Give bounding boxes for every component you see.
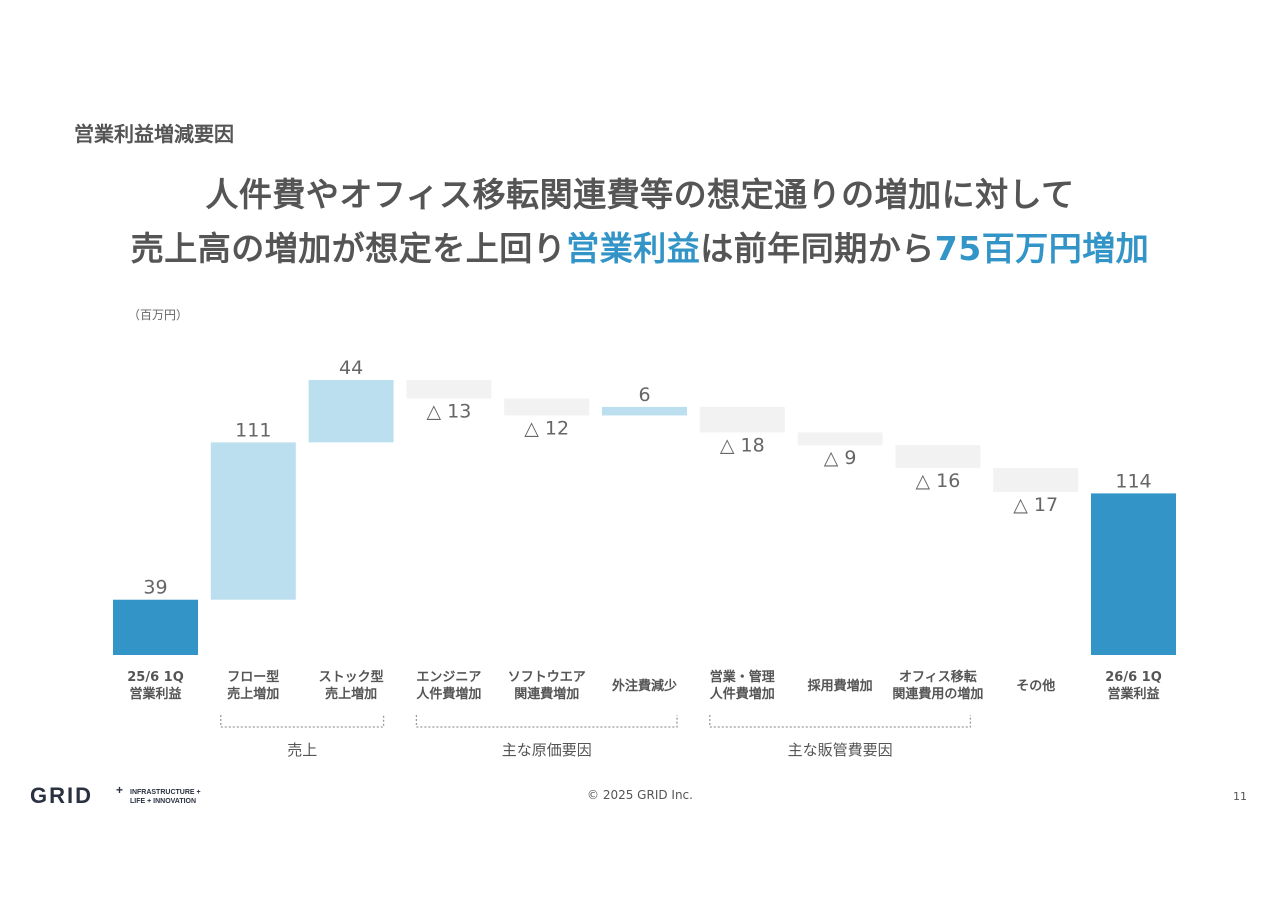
- headline: 人件費やオフィス移転関連費等の想定通りの増加に対して 売上高の増加が想定を上回り…: [0, 168, 1280, 276]
- group-label-1: 売上: [287, 741, 317, 759]
- headline-highlight-operating-profit: 営業利益: [566, 229, 701, 268]
- category-label-6-line-1: 外注費減少: [611, 678, 677, 694]
- headline-line2-part-b: は前年同期から: [700, 229, 935, 268]
- category-label-10-line-1: その他: [1016, 678, 1055, 694]
- category-label-7-line-2: 人件費増加: [710, 686, 775, 702]
- logo-tagline-1: INFRASTRUCTURE +: [130, 789, 201, 796]
- value-label-10: △ 17: [1013, 494, 1058, 516]
- group-bracket-3: [709, 715, 972, 728]
- grid-logo: GRID + INFRASTRUCTURE + LIFE + INNOVATIO…: [30, 783, 201, 807]
- bar-7: [699, 406, 785, 433]
- category-label-11-line-1: 26/6 1Q: [1105, 670, 1162, 685]
- value-label-3: 44: [339, 357, 363, 379]
- bar-9: [895, 445, 981, 468]
- headline-line1: 人件費やオフィス移転関連費等の想定通りの増加に対して: [205, 175, 1075, 214]
- bar-5: [504, 398, 590, 416]
- value-label-9: △ 16: [915, 470, 960, 492]
- value-label-1: 39: [143, 577, 167, 599]
- unit-label: （百万円）: [128, 308, 189, 322]
- value-label-11: 114: [1115, 470, 1151, 492]
- category-label-2-line-1: フロー型: [227, 669, 279, 685]
- section-title: 営業利益増減要因: [74, 122, 234, 146]
- category-label-1-line-1: 25/6 1Q: [127, 670, 184, 685]
- bar-6: [602, 406, 687, 416]
- category-label-3-line-1: ストック型: [319, 669, 384, 685]
- category-label-2-line-2: 売上増加: [227, 686, 279, 702]
- copyright: © 2025 GRID Inc.: [587, 788, 693, 802]
- group-label-3: 主な販管費要因: [788, 741, 893, 759]
- category-label-3-line-2: 売上増加: [325, 686, 377, 702]
- value-label-4: △ 13: [426, 400, 471, 422]
- bar-1: [113, 599, 198, 655]
- logo-tagline-2: LIFE + INNOVATION: [130, 798, 196, 805]
- value-label-7: △ 18: [720, 434, 765, 456]
- category-label-5-line-1: ソフトウエア: [508, 670, 586, 685]
- value-label-8: △ 9: [824, 447, 857, 469]
- headline-line2-part-a: 売上高の増加が想定を上回り: [130, 229, 567, 268]
- value-label-5: △ 12: [524, 417, 569, 439]
- category-label-11-line-2: 営業利益: [1107, 686, 1159, 702]
- category-label-7-line-1: 営業・管理: [710, 669, 775, 685]
- bar-10: [993, 467, 1079, 492]
- category-label-4-line-2: 人件費増加: [416, 686, 481, 702]
- group-label-2: 主な原価要因: [502, 741, 592, 759]
- value-label-6: 6: [638, 384, 650, 406]
- category-label-1-line-2: 営業利益: [129, 686, 181, 702]
- group-bracket-2: [415, 715, 678, 728]
- category-label-8-line-1: 採用費増加: [808, 678, 873, 694]
- bar-3: [308, 380, 394, 443]
- bar-8: [797, 432, 883, 446]
- bar-2: [210, 442, 296, 600]
- value-label-2: 111: [235, 419, 271, 441]
- bar-11: [1091, 493, 1176, 655]
- category-label-4-line-1: エンジニア: [416, 670, 481, 685]
- category-label-5-line-2: 関連費増加: [514, 686, 579, 702]
- logo-wordmark: GRID: [30, 783, 93, 807]
- category-label-9-line-1: オフィス移転: [899, 669, 977, 685]
- page-number: 11: [1233, 790, 1247, 803]
- category-label-9-line-2: 関連費用の増加: [892, 686, 983, 702]
- bar-4: [406, 380, 492, 399]
- headline-highlight-increase: 75百万円増加: [934, 229, 1150, 268]
- group-bracket-1: [220, 715, 385, 728]
- logo-plus: +: [116, 783, 123, 797]
